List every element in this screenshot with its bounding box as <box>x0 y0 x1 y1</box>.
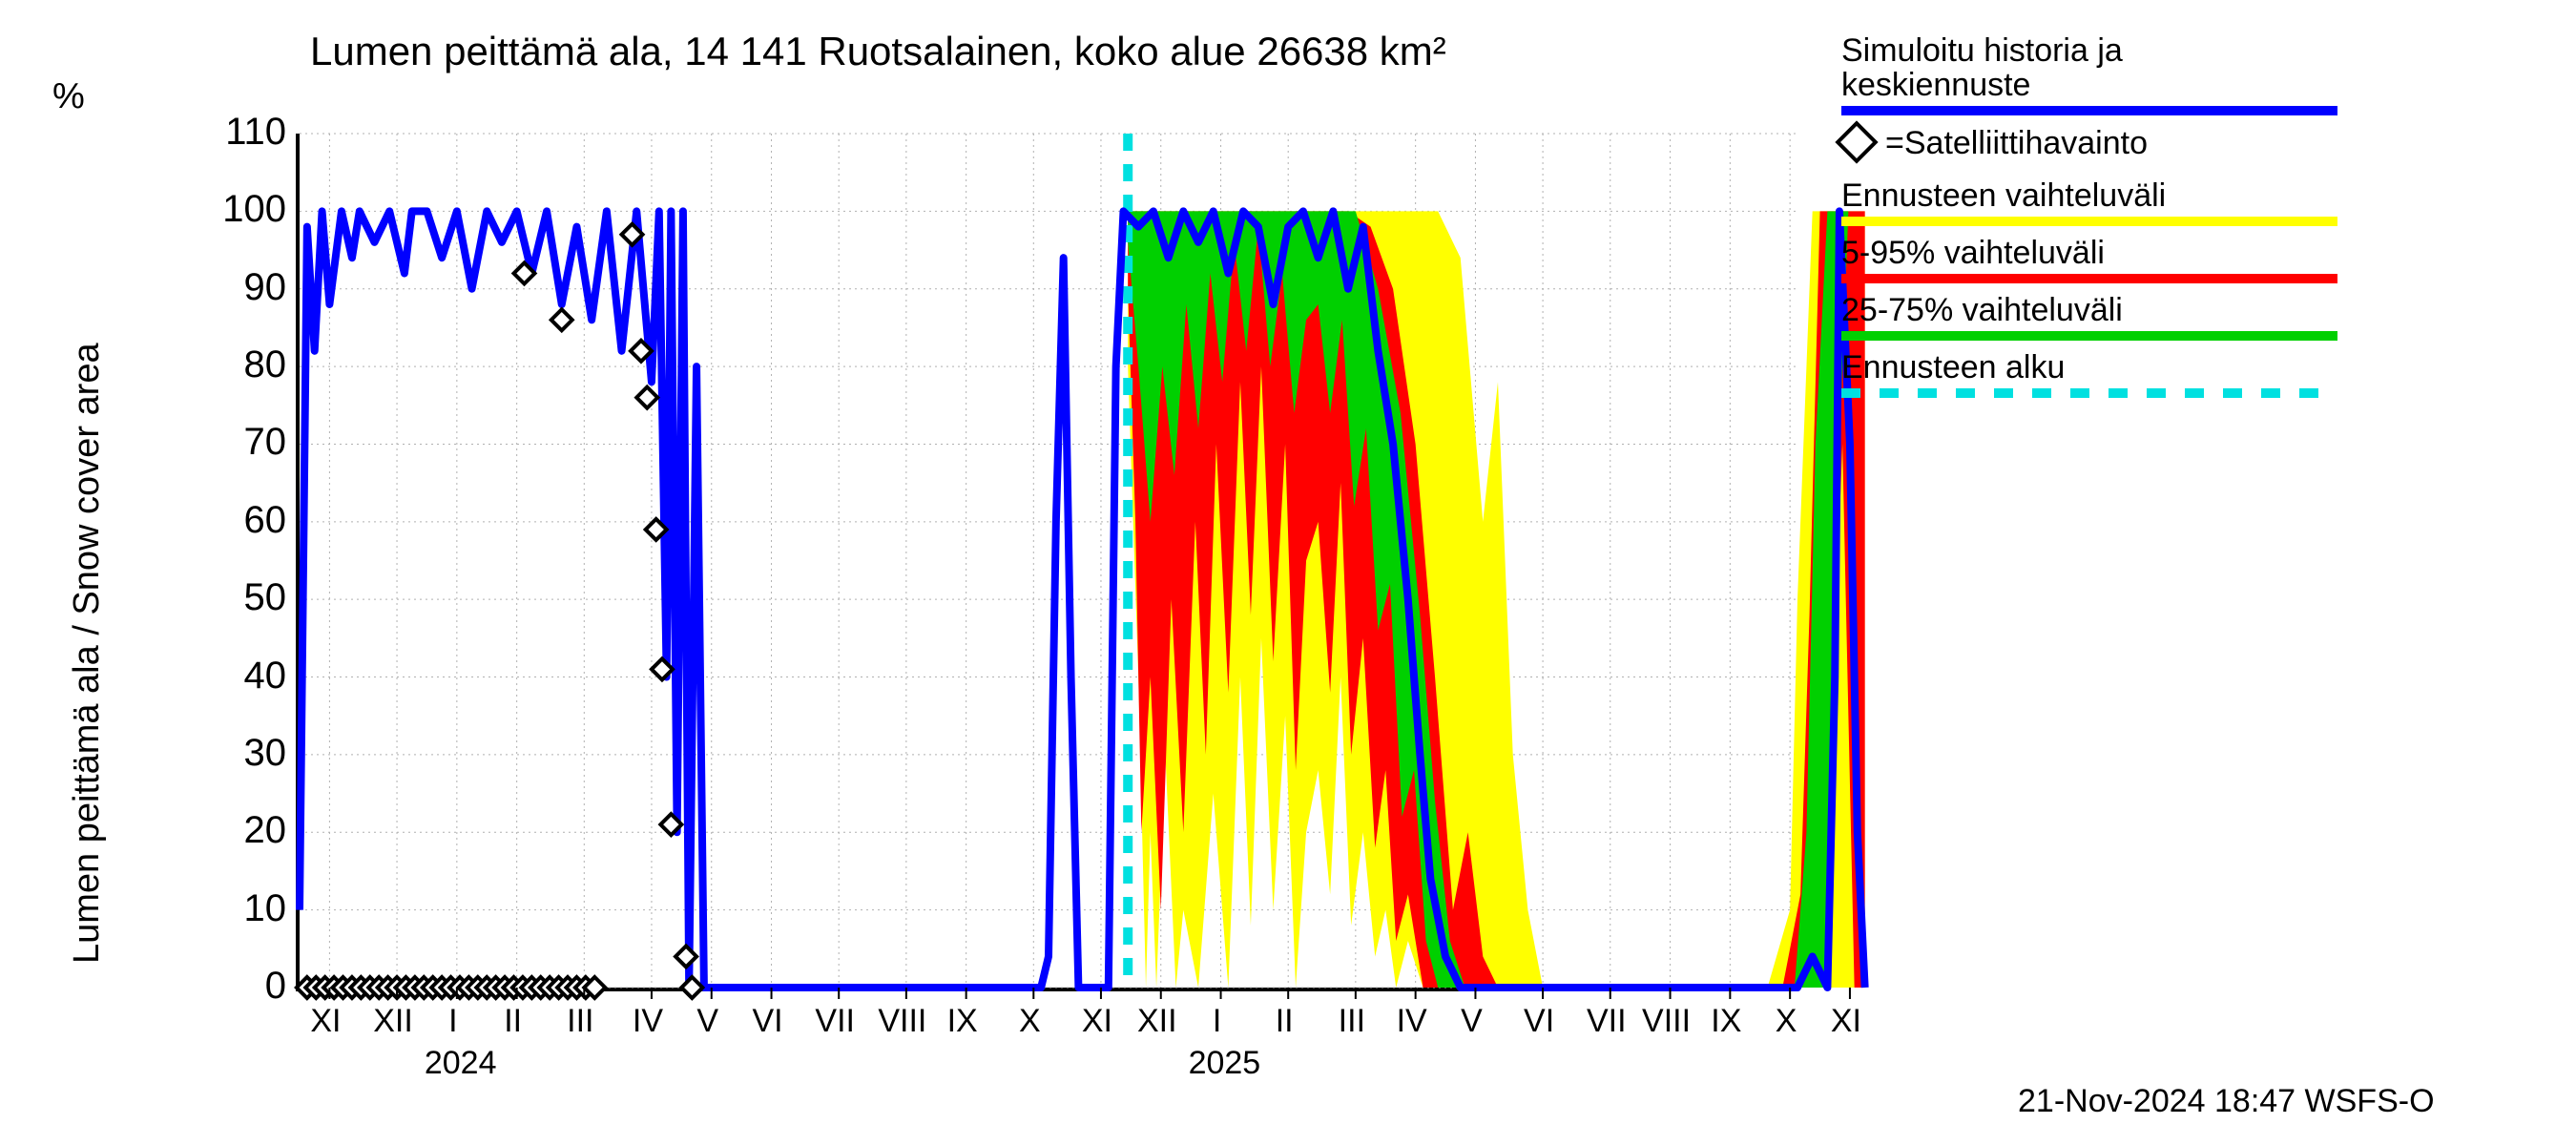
x-tick: V <box>1461 1003 1483 1040</box>
legend-item: Ennusteen alku <box>1841 350 2452 398</box>
legend: Simuloitu historia jakeskiennuste =Satell… <box>1841 33 2452 407</box>
legend-swatch <box>1841 106 2337 115</box>
legend-label: 5-95% vaihteluväli <box>1841 236 2452 270</box>
x-tick: IX <box>947 1003 978 1040</box>
x-tick: IX <box>1711 1003 1741 1040</box>
legend-label: keskiennuste <box>1841 68 2452 102</box>
diamond-icon <box>1835 120 1878 163</box>
legend-label: Ennusteen vaihteluväli <box>1841 178 2452 213</box>
legend-label: Simuloitu historia ja <box>1841 33 2452 68</box>
legend-item: Ennusteen vaihteluväli <box>1841 178 2452 226</box>
chart-container: Lumen peittämä ala, 14 141 Ruotsalainen,… <box>0 0 2576 1145</box>
x-tick: III <box>567 1003 593 1040</box>
x-tick: I <box>1213 1003 1221 1040</box>
chart-title: Lumen peittämä ala, 14 141 Ruotsalainen,… <box>310 29 1446 74</box>
legend-swatch <box>1841 388 2337 398</box>
x-tick: XI <box>1082 1003 1112 1040</box>
y-tick: 100 <box>200 188 286 231</box>
x-tick: V <box>696 1003 718 1040</box>
plot-area <box>296 134 1797 991</box>
x-tick: X <box>1776 1003 1797 1040</box>
y-tick: 20 <box>200 809 286 852</box>
legend-item: =Satelliittihavainto <box>1841 125 2452 178</box>
y-tick: 80 <box>200 344 286 386</box>
x-tick: VII <box>815 1003 855 1040</box>
x-tick: VII <box>1587 1003 1627 1040</box>
y-tick: 30 <box>200 732 286 775</box>
legend-swatch <box>1841 274 2337 283</box>
x-tick: VI <box>1524 1003 1554 1040</box>
x-tick: II <box>504 1003 522 1040</box>
y-tick: 40 <box>200 655 286 697</box>
x-year: 2024 <box>425 1045 497 1082</box>
x-tick: VIII <box>1642 1003 1691 1040</box>
y-tick: 90 <box>200 266 286 309</box>
x-year: 2025 <box>1189 1045 1261 1082</box>
footer-timestamp: 21-Nov-2024 18:47 WSFS-O <box>2018 1083 2435 1120</box>
y-tick: 60 <box>200 499 286 542</box>
legend-label: Ennusteen alku <box>1841 350 2452 385</box>
y-tick: 70 <box>200 421 286 464</box>
plot-svg <box>300 134 1797 988</box>
y-tick: 110 <box>200 111 286 154</box>
y-tick: 0 <box>200 965 286 1008</box>
legend-label: =Satelliittihavainto <box>1885 125 2148 161</box>
legend-swatch <box>1841 217 2337 226</box>
x-tick: XI <box>1831 1003 1861 1040</box>
x-tick: VIII <box>878 1003 926 1040</box>
x-tick: III <box>1339 1003 1365 1040</box>
legend-swatch <box>1841 331 2337 341</box>
x-tick: XII <box>373 1003 413 1040</box>
x-tick: X <box>1019 1003 1041 1040</box>
x-tick: VI <box>752 1003 782 1040</box>
x-tick: IV <box>1397 1003 1427 1040</box>
x-tick: IV <box>633 1003 663 1040</box>
x-tick: II <box>1276 1003 1294 1040</box>
x-tick: I <box>448 1003 457 1040</box>
legend-item: 5-95% vaihteluväli <box>1841 236 2452 283</box>
legend-item: Simuloitu historia jakeskiennuste <box>1841 33 2452 115</box>
y-tick: 50 <box>200 576 286 619</box>
legend-label: 25-75% vaihteluväli <box>1841 293 2452 327</box>
x-tick: XII <box>1137 1003 1177 1040</box>
legend-item: 25-75% vaihteluväli <box>1841 293 2452 341</box>
y-axis-label: Lumen peittämä ala / Snow cover area <box>67 343 108 964</box>
y-axis-unit: % <box>52 76 85 117</box>
y-tick: 10 <box>200 887 286 930</box>
x-tick: XI <box>310 1003 341 1040</box>
